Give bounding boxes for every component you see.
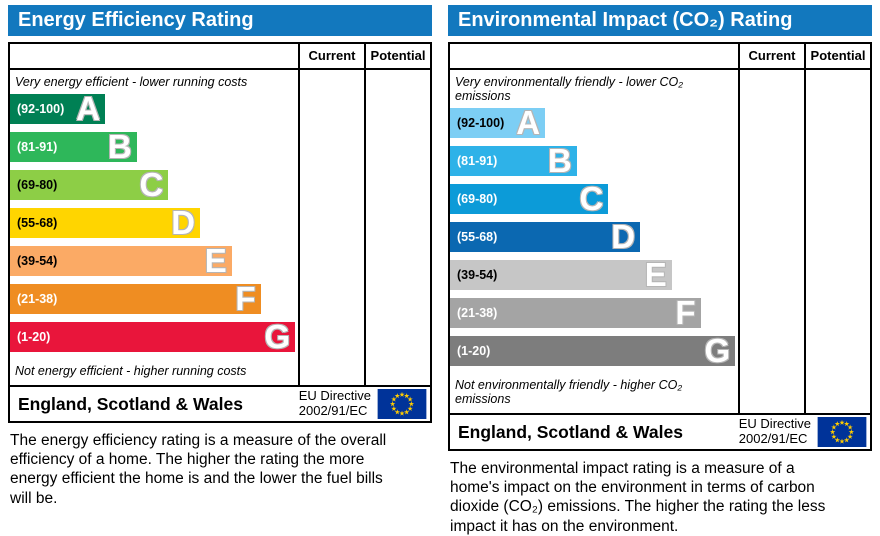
table-header-row: Current Potential [10,44,430,70]
top-note: Very energy efficient - lower running co… [15,75,248,89]
eu-directive-line1: EU Directive [298,388,371,404]
band-row-e: (39-54) E [10,242,298,279]
band-range-label: (69-80) [457,192,498,206]
band-range-label: (1-20) [17,330,51,344]
band-letter: E [644,256,667,293]
band-range-label: (55-68) [457,230,498,244]
rating-band-f: (21-38) F [450,294,701,331]
rating-band-e: (39-54) E [10,242,232,279]
environmental-impact-title: Environmental Impact (CO₂) Rating [448,5,872,36]
band-letter: D [171,204,196,241]
band-row-f: (21-38) F [450,294,738,331]
eu-directive-line1: EU Directive [738,416,811,432]
rating-band-f: (21-38) F [10,280,261,317]
bands-area: Very environmentally friendly - lower CO… [450,70,738,413]
table-body: Very environmentally friendly - lower CO… [450,70,870,413]
potential-value-column [804,70,870,413]
eu-directive-line2: 2002/91/EC [738,431,808,446]
band-letter: C [579,180,604,217]
band-letter: E [204,242,227,279]
rating-bands: (92-100) A (81-91) B (69-80) C (55-68) D (39-54)… [450,104,738,369]
band-range-label: (21-38) [17,292,58,306]
band-letter: F [235,280,256,317]
region-label: England, Scotland & Wales [18,393,243,414]
rating-band-a: (92-100) A [450,104,546,141]
table-footer-row: England, Scotland & Wales EU Directive 2… [10,385,430,421]
potential-column-header: Potential [364,44,430,68]
band-range-label: (55-68) [17,216,58,230]
environmental-impact-table: Current Potential Very environmentally f… [448,42,872,451]
band-row-g: (1-20) G [10,318,298,355]
environmental-impact-description: The environmental impact rating is a mea… [450,460,826,535]
bottom-note: Not energy efficient - higher running co… [15,364,247,378]
epc-charts: Energy Efficiency Rating Current Potenti… [8,5,872,535]
table-header-row: Current Potential [450,44,870,70]
band-row-b: (81-91) B [450,142,738,179]
energy-efficiency-table: Current Potential Very energy efficient … [8,42,432,423]
current-value-column [298,70,364,385]
bands-area: Very energy efficient - lower running co… [10,70,298,385]
table-footer-row: England, Scotland & Wales EU Directive 2… [450,413,870,449]
band-letter: A [76,90,101,127]
rating-band-e: (39-54) E [450,256,672,293]
band-range-label: (1-20) [457,344,491,358]
eu-directive-label: EU Directive 2002/91/EC [738,416,817,447]
band-row-a: (92-100) A [450,104,738,141]
rating-band-g: (1-20) G [10,318,296,355]
rating-band-g: (1-20) G [450,332,736,369]
band-range-label: (39-54) [17,254,58,268]
potential-column-header: Potential [804,44,870,68]
band-range-label: (81-91) [17,140,58,154]
band-range-label: (21-38) [457,306,498,320]
eu-directive-label: EU Directive 2002/91/EC [298,388,377,419]
current-column-header: Current [738,44,804,68]
band-row-c: (69-80) C [10,166,298,203]
rating-bands: (92-100) A (81-91) B (69-80) C (55-68) D (39-54)… [10,90,298,355]
band-row-e: (39-54) E [450,256,738,293]
eu-flag-icon [817,417,867,447]
rating-band-d: (55-68) D [450,218,641,255]
band-range-label: (92-100) [17,102,65,116]
band-letter: B [547,142,572,179]
band-range-label: (92-100) [457,116,505,130]
region-label: England, Scotland & Wales [458,421,683,442]
rating-band-d: (55-68) D [10,204,201,241]
band-row-f: (21-38) F [10,280,298,317]
rating-band-b: (81-91) B [450,142,577,179]
band-letter: D [611,218,636,255]
band-row-b: (81-91) B [10,128,298,165]
band-row-d: (55-68) D [10,204,298,241]
band-row-d: (55-68) D [450,218,738,255]
current-value-column [738,70,804,413]
band-letter: G [704,332,731,369]
environmental-impact-panel: Environmental Impact (CO₂) Rating Curren… [448,5,872,535]
eu-flag-icon [377,389,427,419]
energy-efficiency-title: Energy Efficiency Rating [8,5,432,36]
band-letter: G [264,318,291,355]
band-range-label: (81-91) [457,154,498,168]
band-letter: F [675,294,696,331]
band-letter: C [139,166,164,203]
band-row-c: (69-80) C [450,180,738,217]
band-row-a: (92-100) A [10,90,298,127]
band-letter: B [107,128,132,165]
energy-efficiency-description: The energy efficiency rating is a measur… [10,432,387,507]
eu-directive-line2: 2002/91/EC [298,403,368,418]
table-body: Very energy efficient - lower running co… [10,70,430,385]
rating-band-c: (69-80) C [450,180,609,217]
top-note: Very environmentally friendly - lower CO… [455,75,683,103]
band-row-g: (1-20) G [450,332,738,369]
potential-value-column [364,70,430,385]
rating-band-b: (81-91) B [10,128,137,165]
energy-efficiency-panel: Energy Efficiency Rating Current Potenti… [8,5,432,507]
rating-band-a: (92-100) A [10,90,106,127]
band-letter: A [516,104,541,141]
rating-band-c: (69-80) C [10,166,169,203]
band-range-label: (39-54) [457,268,498,282]
header-spacer [10,44,298,68]
bottom-note: Not environmentally friendly - higher CO… [455,378,683,406]
band-range-label: (69-80) [17,178,58,192]
header-spacer [450,44,738,68]
current-column-header: Current [298,44,364,68]
